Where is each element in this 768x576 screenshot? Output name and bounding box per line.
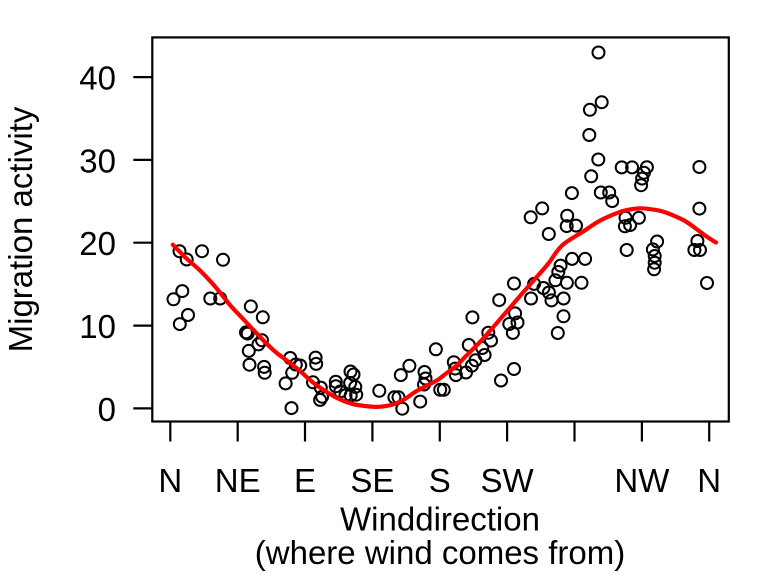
svg-text:N: N — [697, 462, 721, 499]
svg-text:(where wind comes from): (where wind comes from) — [255, 534, 625, 571]
svg-text:Migration activity: Migration activity — [2, 106, 39, 352]
svg-text:10: 10 — [79, 308, 116, 345]
svg-text:20: 20 — [79, 225, 116, 262]
svg-text:E: E — [294, 462, 316, 499]
svg-text:30: 30 — [79, 142, 116, 179]
svg-text:SE: SE — [350, 462, 394, 499]
svg-text:0: 0 — [98, 391, 116, 428]
svg-text:40: 40 — [79, 60, 116, 97]
svg-text:N: N — [158, 462, 182, 499]
svg-text:NE: NE — [215, 462, 261, 499]
svg-text:NW: NW — [614, 462, 670, 499]
svg-text:SW: SW — [481, 462, 535, 499]
svg-text:S: S — [429, 462, 451, 499]
svg-text:Winddirection: Winddirection — [340, 501, 540, 538]
